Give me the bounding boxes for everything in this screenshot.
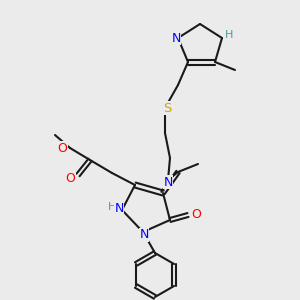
Text: N: N bbox=[114, 202, 124, 215]
Text: H: H bbox=[225, 30, 233, 40]
Text: N: N bbox=[139, 229, 149, 242]
Text: H: H bbox=[108, 202, 116, 212]
Text: O: O bbox=[65, 172, 75, 184]
Text: N: N bbox=[163, 176, 173, 188]
Text: O: O bbox=[191, 208, 201, 221]
Text: O: O bbox=[57, 142, 67, 154]
Text: S: S bbox=[163, 101, 171, 115]
Text: N: N bbox=[171, 32, 181, 44]
